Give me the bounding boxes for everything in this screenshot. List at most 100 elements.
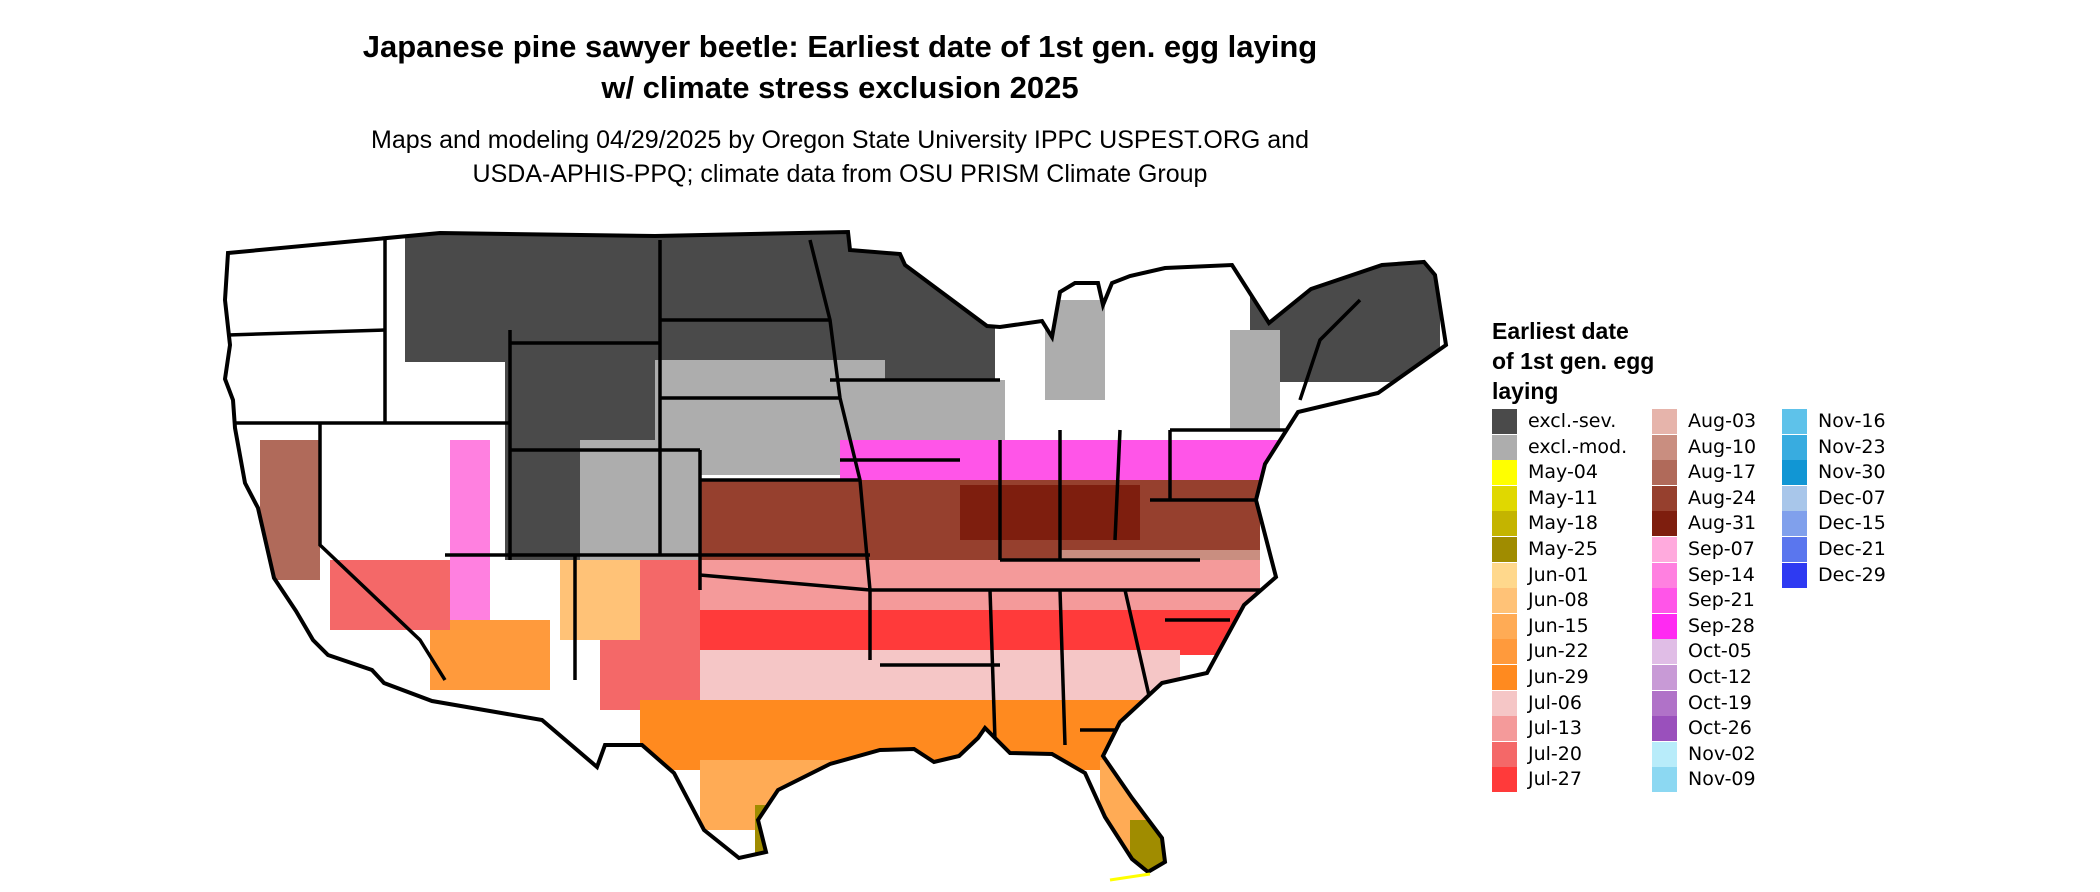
- plains-east-boundary: [808, 239, 872, 591]
- legend-swatch: [1492, 613, 1517, 639]
- legend-swatch: [1652, 434, 1677, 460]
- legend-swatch: [1652, 767, 1677, 793]
- legend-swatch: [1782, 409, 1807, 434]
- state-boundaries: [227, 239, 1362, 746]
- legend-label: Aug-31: [1688, 512, 1757, 535]
- legend-label: Jun-08: [1528, 589, 1589, 612]
- legend-label: Sep-21: [1688, 589, 1755, 612]
- legend-title-line-2: of 1st gen. egg: [1492, 348, 1655, 374]
- legend-label: Sep-14: [1688, 563, 1755, 586]
- legend-label: May-18: [1528, 512, 1598, 535]
- legend-label: Aug-10: [1688, 435, 1757, 458]
- legend-label: Dec-07: [1818, 486, 1886, 509]
- legend-swatch: [1782, 536, 1807, 562]
- legend-swatch: [1782, 460, 1807, 486]
- legend-swatch: [1652, 588, 1677, 614]
- legend-swatch: [1652, 409, 1677, 434]
- legend-label: excl.-sev.: [1528, 410, 1617, 432]
- legend-swatch: [1652, 690, 1677, 716]
- legend-swatch: [1492, 664, 1517, 690]
- legend-label: Dec-15: [1818, 512, 1886, 535]
- legend-label: Jul-13: [1528, 717, 1582, 740]
- legend-label: Aug-17: [1688, 461, 1757, 484]
- legend-swatch: [1652, 562, 1677, 588]
- legend-swatch: [1492, 741, 1517, 767]
- legend-swatch: [1492, 639, 1517, 665]
- legend-swatch: [1492, 485, 1517, 511]
- legend-label: Nov-23: [1818, 435, 1886, 458]
- zone-excl-mod-newyork: [1230, 330, 1280, 430]
- legend-swatch: [1492, 767, 1517, 793]
- legend-label: excl.-mod.: [1528, 435, 1628, 458]
- us-egg-laying-map: [222, 229, 1449, 882]
- zone-excl-sev-north: [405, 232, 815, 362]
- legend-label: May-04: [1528, 461, 1598, 484]
- legend-swatch: [1492, 511, 1517, 537]
- legend-label: Aug-24: [1688, 486, 1757, 509]
- legend-swatch: [1492, 690, 1517, 716]
- oh-west-boundary: [1113, 429, 1122, 541]
- legend-swatch: [1782, 511, 1807, 537]
- legend-label: Oct-12: [1688, 665, 1752, 688]
- legend-label: Dec-21: [1818, 537, 1886, 560]
- us-outline: [222, 229, 1449, 875]
- legend-swatch: [1492, 716, 1517, 742]
- ms-west-boundary: [988, 589, 997, 741]
- legend-label: Jun-15: [1528, 614, 1589, 637]
- legend-swatch: [1782, 434, 1807, 460]
- zone-jun-22-arizona: [430, 620, 550, 690]
- legend-swatch: [1652, 613, 1677, 639]
- legend-label: Jun-29: [1528, 665, 1589, 688]
- legend-title-line-1: Earliest date: [1492, 318, 1629, 344]
- legend-label: Oct-05: [1688, 640, 1752, 663]
- legend-swatch: [1492, 409, 1517, 434]
- legend-swatch: [1652, 639, 1677, 665]
- legend-swatch: [1652, 511, 1677, 537]
- ca-nv-boundary: [318, 423, 447, 681]
- legend-swatch: [1652, 664, 1677, 690]
- legend-swatch: [1492, 460, 1517, 486]
- legend-swatch: [1652, 741, 1677, 767]
- legend-label: Jun-22: [1528, 640, 1589, 663]
- legend-swatch: [1652, 716, 1677, 742]
- ms-al-boundary: [1058, 589, 1067, 746]
- legend-label: Dec-29: [1818, 563, 1886, 586]
- legend-label: Nov-09: [1688, 768, 1756, 791]
- zone-jun-29: [640, 700, 1200, 770]
- legend-label: May-25: [1528, 537, 1598, 560]
- map-title-line-1: Japanese pine sawyer beetle: Earliest da…: [362, 29, 1318, 64]
- legend-label: Nov-02: [1688, 742, 1756, 765]
- map-title-line-2: w/ climate stress exclusion 2025: [601, 70, 1079, 105]
- legend-label: Nov-16: [1818, 410, 1886, 432]
- legend-label: Jun-01: [1528, 563, 1589, 586]
- legend-swatch: [1652, 460, 1677, 486]
- legend-title: Earliest date of 1st gen. egg laying: [1492, 316, 1654, 406]
- legend-label: Oct-19: [1688, 691, 1752, 714]
- map-subtitle-line-2: USDA-APHIS-PPQ; climate data from OSU PR…: [472, 160, 1208, 188]
- zone-aug-31: [960, 485, 1140, 540]
- legend-label: Jul-27: [1528, 768, 1582, 791]
- legend-title-line-3: laying: [1492, 378, 1559, 404]
- legend-swatch: [1652, 536, 1677, 562]
- legend-swatch: [1782, 562, 1807, 588]
- zone-jun-15-texas: [700, 760, 830, 830]
- new-england-boundary: [1298, 298, 1362, 401]
- legend-label: Sep-28: [1688, 614, 1755, 637]
- legend-swatch: [1492, 562, 1517, 588]
- zone-excl-sev-upper-midwest: [810, 232, 995, 382]
- legend-swatch: [1652, 485, 1677, 511]
- legend-label: Oct-26: [1688, 717, 1752, 740]
- zone-jun-08-new-mexico: [560, 560, 640, 640]
- legend-label: May-11: [1528, 486, 1598, 509]
- legend-label: Nov-30: [1818, 461, 1886, 484]
- wa-or-boundary: [227, 328, 386, 337]
- legend-label: Sep-07: [1688, 537, 1755, 560]
- legend-label: Jul-20: [1528, 742, 1582, 765]
- legend-swatch: [1492, 588, 1517, 614]
- map-subtitle-line-1: Maps and modeling 04/29/2025 by Oregon S…: [371, 126, 1309, 154]
- florida-keys: [1109, 872, 1151, 882]
- zone-jul-27: [690, 610, 1250, 655]
- legend-swatch: [1782, 485, 1807, 511]
- legend-label: Jul-06: [1528, 691, 1582, 714]
- al-ga-boundary: [1123, 589, 1152, 701]
